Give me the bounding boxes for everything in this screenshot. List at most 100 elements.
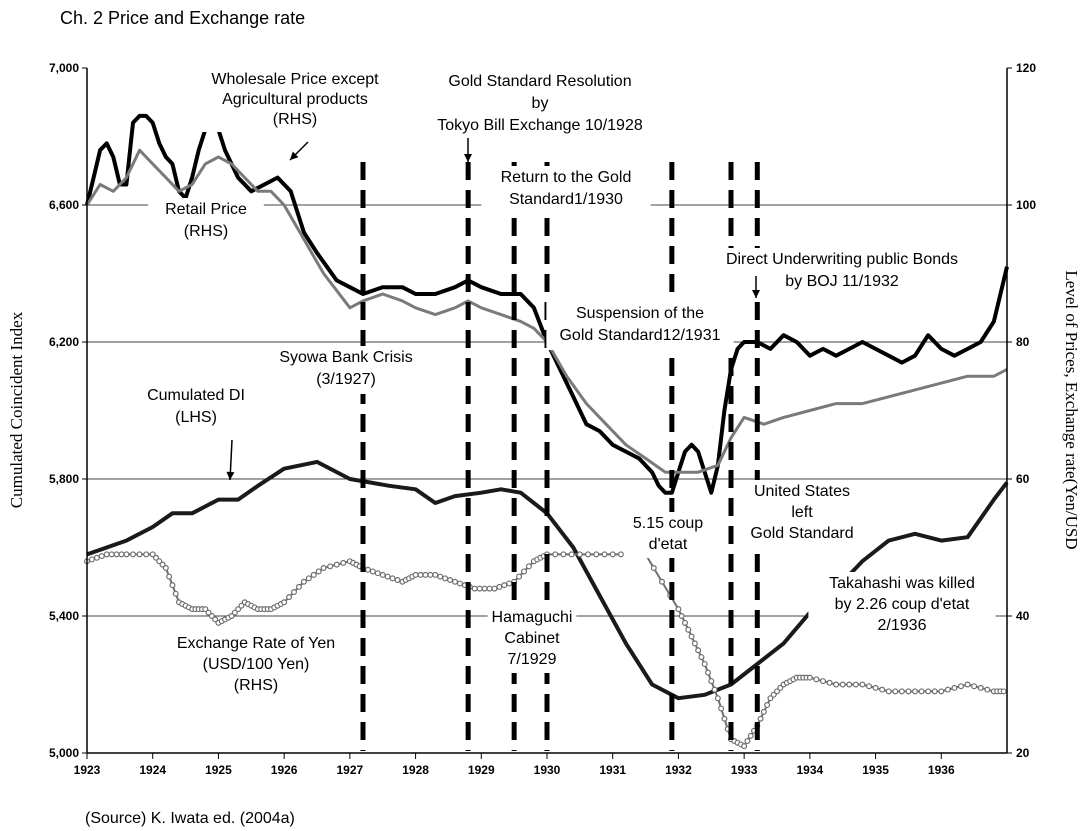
series-marker [609, 551, 616, 558]
series-marker [108, 551, 115, 558]
x-tick-label: 1927 [337, 763, 364, 777]
annotation-exchange: Exchange Rate of Yen [177, 635, 335, 652]
series-line [85, 148, 1008, 474]
series-marker [130, 551, 137, 558]
annotation-bg [739, 480, 865, 547]
series-marker [103, 551, 110, 558]
series-marker [764, 702, 771, 709]
annotation-bg [192, 68, 398, 132]
x-tick-label: 1934 [797, 763, 824, 777]
series-marker [143, 551, 150, 558]
series-marker [872, 684, 879, 691]
annotation-takahashi: by 2.26 coup d'etat [835, 596, 970, 613]
annotation-hamaguchi: Cabinet [504, 630, 560, 647]
annotation-syowa: (3/1927) [316, 371, 376, 388]
annotation-arrowhead [226, 471, 235, 480]
y-left-tick-label: 5,800 [49, 472, 79, 486]
series-marker [231, 609, 238, 616]
series-marker [427, 571, 434, 578]
series-marker [852, 681, 859, 688]
series-marker [166, 573, 173, 580]
y-right-tick-label: 100 [1016, 198, 1036, 212]
series-marker [568, 551, 575, 558]
series-marker [704, 669, 711, 676]
series-marker [925, 688, 932, 695]
series-marker [885, 688, 892, 695]
series-marker [859, 681, 866, 688]
series-marker [971, 683, 978, 690]
series-marker [944, 686, 951, 693]
annotation-bg [138, 384, 254, 432]
annotation-direct: by BOJ 11/1932 [785, 273, 899, 290]
series-marker [202, 606, 209, 613]
x-tick-label: 1933 [731, 763, 758, 777]
annotation-bg [487, 606, 577, 673]
series-marker [931, 688, 938, 695]
series-marker [951, 684, 958, 691]
series-marker [369, 568, 376, 575]
annotation-wholesale: Wholesale Price except [211, 71, 379, 88]
series-marker [892, 688, 899, 695]
series-marker [417, 571, 424, 578]
x-tick-label: 1936 [928, 763, 955, 777]
series-marker [560, 551, 567, 558]
series-marker [708, 678, 715, 685]
series-marker [506, 580, 513, 587]
series-marker [826, 679, 833, 686]
annotation-takahashi: Takahashi was killed [829, 575, 975, 592]
series-marker [333, 561, 340, 568]
series-marker [695, 647, 702, 654]
series-marker [235, 606, 242, 613]
series-marker [806, 674, 813, 681]
series-marker [389, 575, 396, 582]
series-marker [364, 566, 371, 573]
series-marker [813, 676, 820, 683]
y-axis-right-label: Level of Prices, Exchange rate(Yen/USD [1062, 270, 1081, 549]
series-marker [238, 602, 245, 609]
series-marker [442, 575, 449, 582]
series-marker [172, 590, 179, 597]
y-right-tick-label: 60 [1016, 472, 1030, 486]
series-marker [169, 582, 176, 589]
y-left-tick-label: 6,200 [49, 335, 79, 349]
series-marker [476, 585, 483, 592]
x-tick-label: 1925 [205, 763, 232, 777]
annotation-us-left: Gold Standard [750, 525, 853, 542]
series-marker [552, 551, 559, 558]
series-marker [516, 573, 523, 580]
annotation-coup515: 5.15 coup [633, 515, 703, 532]
y-right-tick-label: 80 [1016, 335, 1030, 349]
series-marker [585, 551, 592, 558]
series-marker [471, 585, 478, 592]
series-marker [650, 565, 657, 572]
series-marker [957, 683, 964, 690]
series-marker [770, 691, 777, 698]
series-marker [320, 565, 327, 572]
series-marker [984, 686, 991, 693]
series-marker [601, 551, 608, 558]
series-marker [1000, 688, 1007, 695]
annotation-retail: (RHS) [184, 223, 228, 240]
series-marker [374, 570, 381, 577]
annotation-coup515: d'etat [649, 536, 688, 553]
series-marker [291, 589, 298, 596]
series-marker [977, 684, 984, 691]
y-left-tick-label: 6,600 [49, 198, 79, 212]
series-marker [688, 633, 695, 640]
series-marker [162, 565, 169, 572]
series-marker [228, 612, 235, 619]
series-marker [741, 743, 748, 750]
series-marker [156, 558, 163, 565]
annotation-direct: Direct Underwriting public Bonds [726, 251, 958, 268]
x-tick-label: 1930 [534, 763, 561, 777]
series-marker [295, 583, 302, 590]
annotation-bg [623, 512, 713, 558]
series-marker [412, 571, 419, 578]
x-tick-label: 1932 [665, 763, 692, 777]
y-left-tick-label: 7,000 [49, 61, 79, 75]
series-marker [456, 580, 463, 587]
series-marker [701, 660, 708, 667]
series-marker [452, 578, 459, 585]
series-marker [394, 577, 401, 584]
series-marker [918, 688, 925, 695]
